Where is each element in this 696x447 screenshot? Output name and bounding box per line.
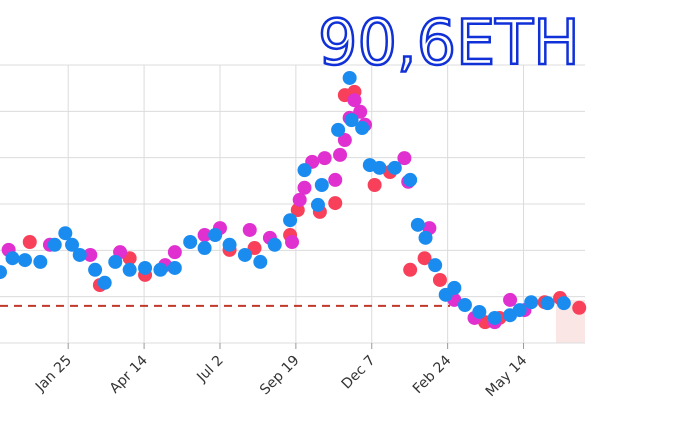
point	[503, 292, 518, 307]
point	[253, 254, 268, 269]
point	[487, 310, 502, 325]
point	[153, 262, 168, 277]
point	[5, 251, 20, 266]
point	[512, 303, 527, 318]
point	[556, 296, 571, 311]
point	[432, 272, 447, 287]
point	[283, 213, 298, 228]
point	[353, 104, 368, 119]
point	[314, 178, 329, 193]
point	[310, 197, 325, 212]
point	[222, 237, 237, 252]
point	[292, 192, 307, 207]
point	[33, 254, 48, 269]
point	[447, 280, 462, 295]
x-tick-label: Sep 19	[257, 353, 303, 399]
x-tick-label: May 14	[483, 352, 531, 400]
point	[88, 262, 103, 277]
point	[387, 160, 402, 175]
point	[58, 226, 73, 241]
point	[428, 258, 443, 273]
point	[572, 300, 587, 315]
point	[457, 298, 472, 313]
point	[367, 178, 382, 193]
point	[328, 172, 343, 187]
point	[342, 70, 357, 85]
point	[347, 93, 362, 108]
point	[403, 262, 418, 277]
point	[331, 122, 346, 137]
point	[197, 228, 212, 243]
point	[242, 222, 257, 237]
point	[22, 234, 37, 249]
point	[208, 228, 223, 243]
point	[344, 113, 359, 128]
point	[403, 172, 418, 187]
point	[524, 295, 539, 310]
point	[17, 253, 32, 268]
marks	[0, 70, 587, 330]
point	[65, 237, 80, 252]
point	[138, 260, 153, 275]
x-tick-label: Dec 7	[339, 353, 379, 393]
point	[267, 237, 282, 252]
point	[540, 296, 555, 311]
point	[97, 275, 112, 290]
point	[47, 237, 62, 252]
point	[285, 234, 300, 249]
point	[317, 151, 332, 166]
x-tick-label: Jan 25	[32, 353, 75, 396]
point	[167, 260, 182, 275]
point	[72, 247, 87, 262]
x-tick-label: Jul 2	[193, 353, 226, 386]
point	[472, 304, 487, 319]
point	[297, 163, 312, 178]
point	[122, 262, 137, 277]
point	[337, 133, 352, 148]
point	[167, 245, 182, 260]
handwritten-note: 90,6ETH	[318, 6, 580, 79]
point	[108, 254, 123, 269]
point	[197, 241, 212, 256]
point	[237, 247, 252, 262]
point	[355, 121, 370, 136]
point	[328, 196, 343, 211]
point	[372, 160, 387, 175]
point	[418, 230, 433, 245]
point	[183, 234, 198, 249]
point	[297, 180, 312, 195]
point	[333, 147, 348, 162]
point	[410, 217, 425, 232]
x-tick-label: Apr 14	[107, 352, 151, 396]
point	[247, 241, 262, 256]
point	[417, 251, 432, 266]
point	[83, 247, 98, 262]
point	[397, 151, 412, 166]
x-tick-label: Feb 24	[410, 352, 455, 397]
point	[0, 265, 7, 280]
